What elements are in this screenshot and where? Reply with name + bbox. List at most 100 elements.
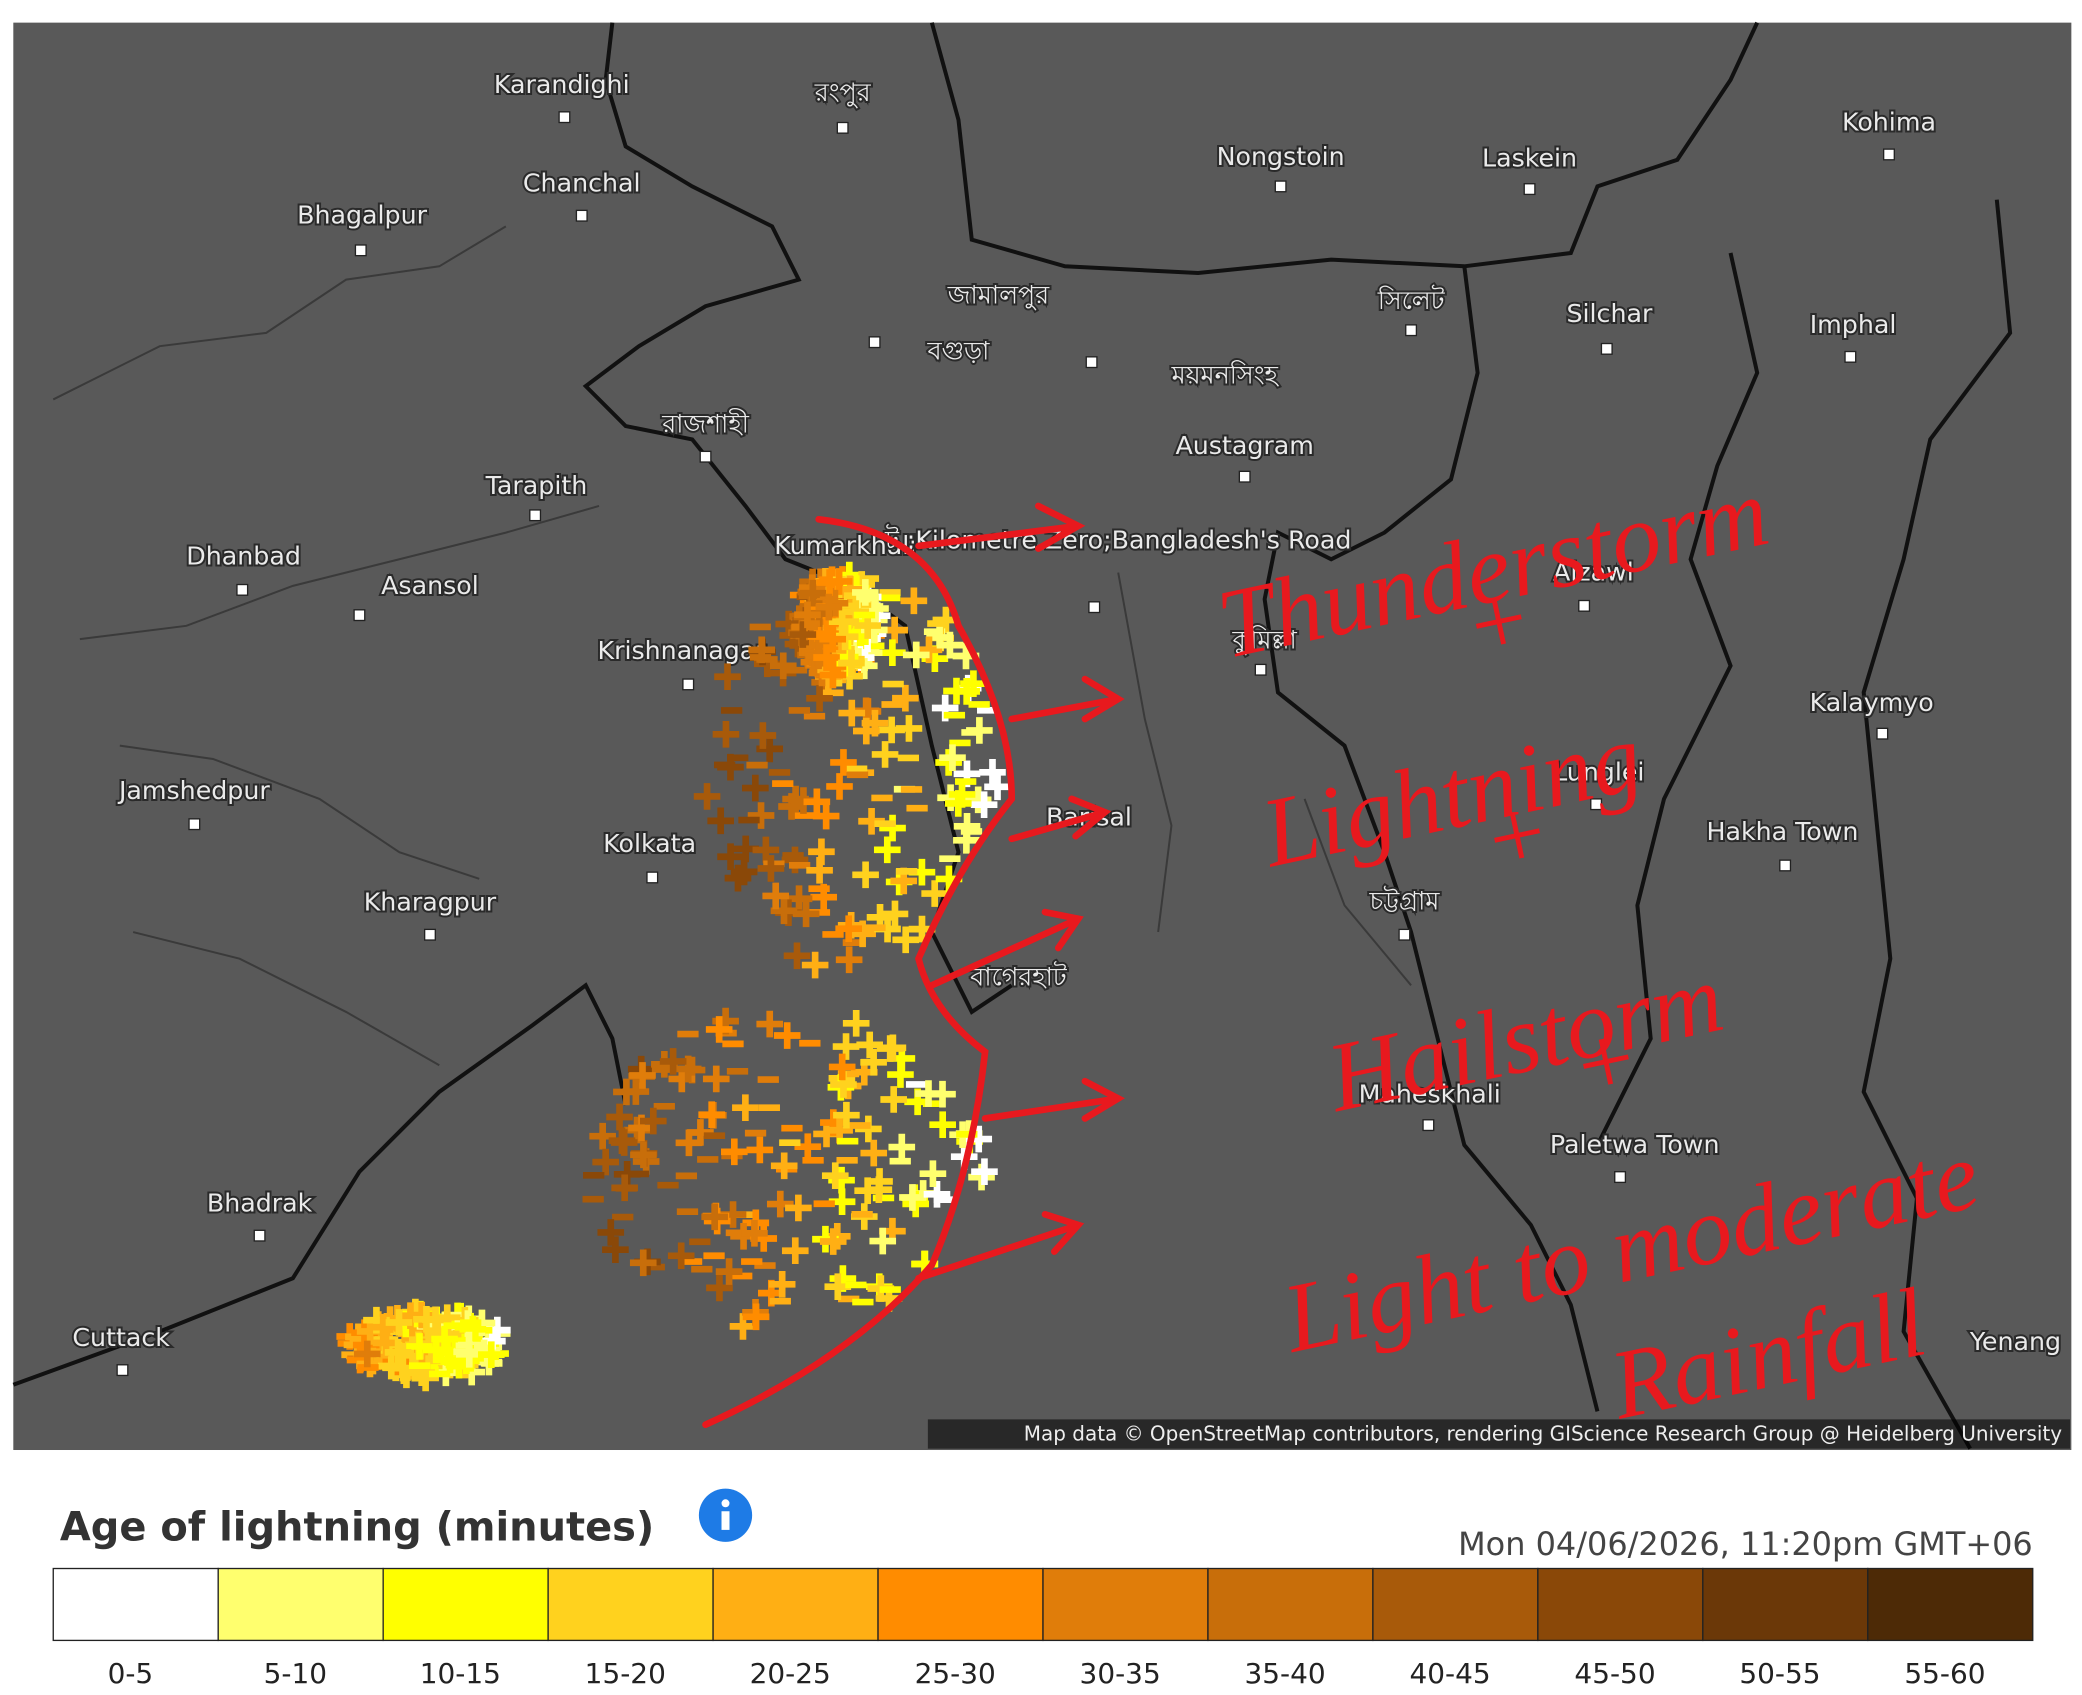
lightning-strike [717, 843, 744, 871]
place-label: রংপুর [814, 78, 872, 108]
place-dot [423, 928, 436, 941]
lightning-strike [828, 1053, 856, 1081]
lightning-strike [769, 652, 797, 680]
lightning-strike [698, 1101, 726, 1128]
lightning-strike [849, 920, 876, 948]
legend: 0-5 5-10 10-15 15-20 20-25 25-30 30-35 35-40 40-… [52, 1567, 2034, 1690]
place-dot [699, 450, 712, 463]
lightning-strike [979, 759, 1006, 786]
place-dot [1523, 183, 1536, 196]
lightning-strike [749, 722, 777, 749]
legend-swatch [382, 1567, 549, 1642]
lightning-strike [589, 1122, 616, 1150]
place-label: Cuttack [72, 1323, 170, 1352]
lightning-strike [869, 1227, 897, 1255]
place-dot [1779, 859, 1792, 872]
lightning-strike [855, 1115, 882, 1143]
lightning-strike [730, 858, 758, 886]
lightning-strike [707, 807, 734, 835]
places: Karandighi Chanchal Bhagalpur রংপুর Nongstoi… [70, 68, 2063, 1377]
lightning-strike [781, 846, 809, 874]
legend-label: 25-30 [915, 1657, 996, 1690]
lightning-strike [826, 773, 853, 800]
place-label: Imphal [1810, 310, 1897, 339]
place-label: Nongstoin [1217, 142, 1345, 171]
lightning-strike [436, 1346, 464, 1374]
place-dot [1088, 601, 1101, 614]
lightning-strike [406, 1333, 433, 1360]
legend-label: 50-55 [1739, 1657, 1820, 1690]
lightning-strike [706, 1274, 733, 1302]
lightning-strike [384, 1339, 412, 1366]
place-label: Tarapith [485, 471, 588, 500]
lightning-strike [819, 1228, 847, 1255]
place-label: রাজশাহী [661, 409, 749, 439]
lightning-strike [873, 836, 901, 864]
lightning-strike [766, 1190, 794, 1218]
place-label: Kolkata [603, 829, 696, 858]
lightning-strike [675, 1129, 703, 1157]
lightning-strike [899, 1184, 926, 1211]
lightning-strike [892, 926, 919, 954]
lightning-strikes [336, 561, 1011, 1392]
lightning-strike [667, 1242, 695, 1270]
place-label: Bhadrak [207, 1189, 313, 1218]
lightning-strike [608, 1127, 636, 1155]
place-label: Kalaymyo [1810, 688, 1934, 717]
lightning-strike [860, 1139, 888, 1167]
lightning-strike [803, 788, 831, 816]
legend-swatch [712, 1567, 879, 1642]
lightning-strike [705, 1016, 733, 1043]
place-label: Maheskhali [1359, 1079, 1501, 1108]
lightning-strike [871, 741, 899, 768]
place-dot [1238, 470, 1251, 483]
lightning-strike [747, 802, 775, 829]
lightning-strike [756, 735, 784, 763]
lightning-strike [835, 946, 863, 974]
place-label: ময়মনসিংহ [1171, 360, 1280, 389]
lightning-strike [756, 1010, 784, 1038]
place-dot [1422, 1119, 1435, 1132]
lightning-strike [701, 1203, 728, 1231]
place-dot [1844, 350, 1857, 363]
lightning-strike [915, 1080, 942, 1107]
lightning-strike [816, 569, 843, 596]
lightning-strike [801, 951, 829, 979]
lightning-strike [385, 1309, 413, 1336]
lightning-strike [923, 1181, 951, 1208]
attribution-bg [927, 1419, 2071, 1449]
lightning-strike [781, 1237, 809, 1265]
lightning-strike [876, 1035, 904, 1062]
district-lines [52, 225, 1412, 1067]
lightning-strike [944, 790, 972, 817]
legend-swatch [1207, 1567, 1374, 1642]
place-label: Silchar [1566, 299, 1653, 328]
lightning-strike [821, 1162, 849, 1190]
lightning-strike [902, 641, 930, 669]
place-label: Dhanbad [186, 542, 301, 571]
info-icon[interactable] [698, 1488, 753, 1542]
lightning-strike [714, 663, 741, 691]
lightning-strike [970, 791, 998, 818]
place-dot [646, 871, 659, 884]
lightning-strike [773, 1022, 801, 1049]
lightning-strike [746, 1136, 774, 1164]
lightning-strike [353, 1340, 381, 1368]
lightning-strike [785, 885, 813, 913]
place-dot [1274, 180, 1287, 193]
lightning-strike [833, 1101, 860, 1129]
lightning-strike [629, 1249, 657, 1277]
legend-label: 5-10 [264, 1657, 327, 1690]
lightning-strike [640, 1107, 667, 1135]
legend-title: Age of lightning (minutes) [60, 1505, 654, 1551]
lightning-strike [757, 855, 785, 882]
place-label: সিলেট [1377, 285, 1445, 315]
place-dot [836, 121, 849, 134]
lightning-strike [785, 1194, 812, 1222]
place-label: চট্টগ্রাম [1368, 886, 1440, 915]
lightning-strike [741, 1219, 768, 1247]
place-label: বাগেরহাট [969, 961, 1067, 991]
legend-swatch [1042, 1567, 1209, 1642]
lightning-strike [842, 598, 870, 625]
place-dot [354, 244, 367, 257]
